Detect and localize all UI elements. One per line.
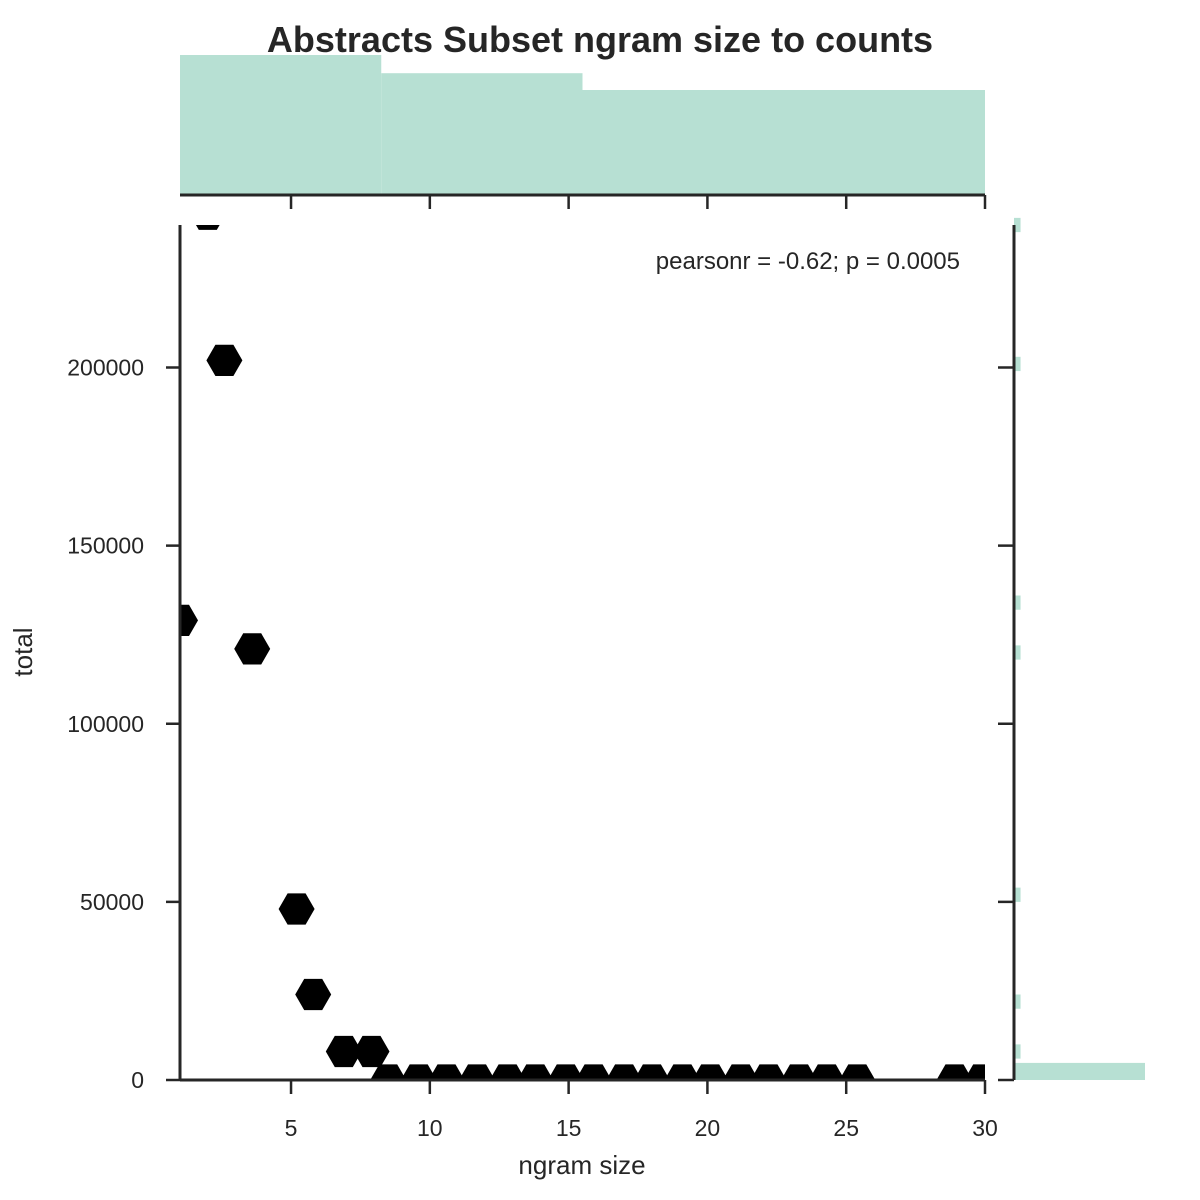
y-axis-title: total (8, 627, 38, 676)
hexbin-cell (750, 1064, 787, 1080)
hexbin-cell (964, 1064, 985, 1080)
hexbin-cell (295, 978, 332, 1011)
y-marginal-bar (1014, 595, 1021, 610)
right-marginal-ticks (998, 366, 1014, 1082)
y-marginal-bar (1014, 356, 1021, 372)
x-axis: 5 10 15 20 25 30 (285, 1080, 998, 1141)
x-tick-label: 10 (417, 1115, 443, 1141)
y-tick-label: 200000 (67, 355, 144, 381)
x-axis-title: ngram size (518, 1150, 645, 1180)
y-marginal-bar (1014, 887, 1021, 902)
hexbin-cell (428, 1064, 465, 1080)
y-marginal-bar (1014, 1044, 1021, 1059)
x-marginal-bar (381, 73, 583, 195)
hexbin-cell (195, 225, 220, 230)
hexbin-cell (180, 604, 198, 636)
hexbin-cell (353, 1035, 390, 1068)
x-tick-label: 25 (833, 1115, 859, 1141)
hexbin-cell (633, 1064, 670, 1080)
hexbin-cell (722, 1064, 759, 1080)
hexbin-cell (370, 1064, 407, 1080)
hexbin-cell (206, 344, 243, 376)
hexbin-cell (325, 1035, 362, 1068)
hexbin-cell (692, 1064, 729, 1080)
hexbin-cell (400, 1064, 437, 1080)
hexbin-cell (839, 1064, 876, 1080)
hexbin-cell (547, 1064, 584, 1080)
x-marginal-histogram (180, 55, 985, 195)
x-tick-label: 30 (972, 1115, 998, 1141)
x-marginal-bar (180, 55, 382, 195)
y-marginal-bar (1014, 994, 1021, 1009)
hexbin-cell (808, 1064, 845, 1080)
hexbin-cell (575, 1064, 612, 1080)
y-tick-label: 50000 (80, 889, 144, 915)
x-tick-label: 5 (285, 1115, 298, 1141)
hexbin-cell (936, 1064, 973, 1080)
y-marginal-bar (1014, 1062, 1145, 1080)
hexbin-cell (489, 1064, 526, 1080)
hexbin-cells (180, 225, 985, 1080)
top-marginal-ticks (289, 195, 987, 209)
y-axis: 0 50000 100000 150000 200000 (67, 355, 180, 1093)
hexbin-cell (517, 1064, 554, 1080)
hexbin-cell (234, 633, 271, 665)
y-marginal-bar (1014, 217, 1021, 233)
hexbin-cell (664, 1064, 701, 1080)
x-marginal-bar (582, 90, 985, 195)
y-tick-label: 150000 (67, 533, 144, 559)
chart-title: Abstracts Subset ngram size to counts (267, 19, 933, 60)
hexbin-cell (606, 1064, 643, 1080)
y-marginal-histogram (1014, 217, 1145, 1080)
y-marginal-bar (1014, 645, 1021, 660)
hexbin-cell (278, 893, 315, 925)
x-tick-label: 20 (695, 1115, 721, 1141)
hexbin-cell (459, 1064, 495, 1080)
y-tick-label: 100000 (67, 711, 144, 737)
pearsonr-annotation: pearsonr = -0.62; p = 0.0005 (656, 248, 960, 275)
x-tick-label: 15 (556, 1115, 582, 1141)
y-tick-label: 0 (131, 1067, 144, 1093)
hexbin-cell (781, 1064, 817, 1080)
